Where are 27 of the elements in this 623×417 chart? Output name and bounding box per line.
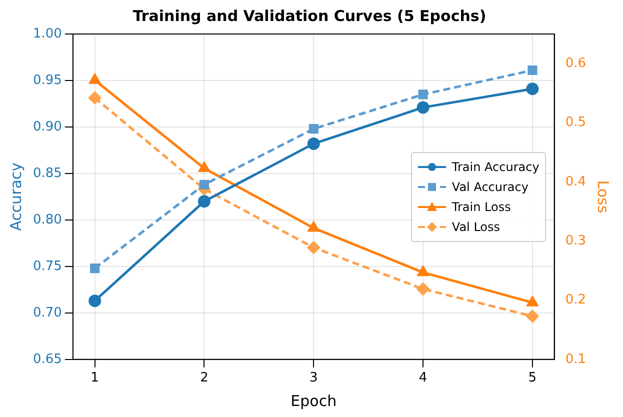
chart-title: Training and Validation Curves (5 Epochs) <box>132 6 486 25</box>
y-tick-label: 0.90 <box>32 119 62 134</box>
y-tick-label: 0.75 <box>32 258 62 274</box>
legend-label: Val Accuracy <box>452 178 528 196</box>
y2-tick-label: 0.4 <box>565 174 586 190</box>
y-tick-label: 0.85 <box>32 166 62 181</box>
x-tick-label: 2 <box>200 370 208 386</box>
y2-axis-title: Loss <box>594 180 612 214</box>
x-tick-label: 1 <box>90 370 99 386</box>
y-tick-label: 0.95 <box>32 72 62 88</box>
y2-tick-label: 0.2 <box>565 292 586 308</box>
y2-tick-label: 0.6 <box>565 56 586 71</box>
x-tick-label: 4 <box>418 370 428 386</box>
x-tick-label: 3 <box>309 370 318 386</box>
legend-label: Train Loss <box>452 198 511 216</box>
y-tick-label: 0.65 <box>32 352 62 367</box>
y2-tick-label: 0.1 <box>565 352 586 367</box>
x-tick-label: 5 <box>528 370 537 386</box>
y-tick-label: 1.00 <box>32 26 62 42</box>
y2-tick-label: 0.5 <box>565 115 586 130</box>
y-tick-label: 0.80 <box>32 212 62 228</box>
y2-tick-label: 0.3 <box>565 233 586 248</box>
legend-label: Train Accuracy <box>452 158 540 176</box>
y-axis-title: Accuracy <box>6 162 25 231</box>
y-tick-label: 0.70 <box>32 305 62 320</box>
legend-label: Val Loss <box>452 218 500 236</box>
x-axis-title: Epoch <box>290 392 337 410</box>
